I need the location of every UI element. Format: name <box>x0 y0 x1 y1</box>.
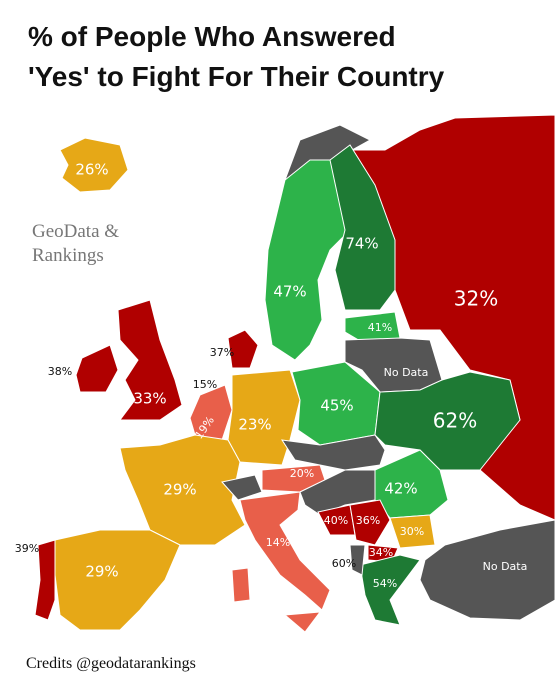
region-label: 30% <box>400 525 424 538</box>
region-label: 45% <box>320 397 353 415</box>
region-label: 54% <box>373 577 397 590</box>
no-data-area <box>299 469 376 516</box>
region-label: 74% <box>345 235 378 253</box>
region-label: 40% <box>324 514 348 527</box>
credits: Credits @geodatarankings <box>26 655 196 672</box>
region-label: 29% <box>85 563 118 581</box>
region-label: 33% <box>133 390 166 408</box>
no-data-area <box>221 474 263 501</box>
region-label: 15% <box>193 378 217 391</box>
title: 'Yes' to Fight For Their Country <box>28 61 445 92</box>
italy <box>239 491 331 611</box>
iceland <box>59 137 129 193</box>
portugal <box>34 539 56 621</box>
region-label: 39% <box>15 542 39 555</box>
finland <box>329 144 396 311</box>
spain <box>54 529 181 631</box>
denmark <box>227 329 259 369</box>
region-label: 42% <box>384 480 417 498</box>
no-data-area <box>349 544 366 576</box>
region-label: 38% <box>48 365 72 378</box>
italy <box>283 611 322 633</box>
no-data-area <box>280 434 386 471</box>
region-label: 41% <box>368 321 392 334</box>
region-label: 32% <box>454 287 498 311</box>
bulgaria <box>389 514 436 549</box>
region-label: 34% <box>369 546 393 559</box>
region-label: 37% <box>210 346 234 359</box>
serbia <box>349 499 391 546</box>
ukraine <box>374 371 521 471</box>
region-label: 36% <box>356 514 380 527</box>
region-label: 62% <box>433 409 477 433</box>
germany <box>227 369 301 466</box>
region-label: No Data <box>384 366 429 379</box>
watermark: Rankings <box>32 245 104 266</box>
uk <box>117 299 183 421</box>
france <box>119 434 246 546</box>
watermark: GeoData & <box>32 221 119 242</box>
italy <box>231 567 251 603</box>
map <box>34 114 555 633</box>
region-label: 29% <box>163 481 196 499</box>
greece <box>359 554 421 626</box>
region-label: 23% <box>238 416 271 434</box>
title: % of People Who Answered <box>28 21 396 52</box>
ireland <box>75 344 119 393</box>
turkey <box>419 519 555 621</box>
region-label: No Data <box>483 560 528 573</box>
region-label: 20% <box>290 467 314 480</box>
region-label: 60% <box>332 557 356 570</box>
region-label: 26% <box>75 161 108 179</box>
region-label: 14% <box>266 536 290 549</box>
region-label: 47% <box>273 283 306 301</box>
